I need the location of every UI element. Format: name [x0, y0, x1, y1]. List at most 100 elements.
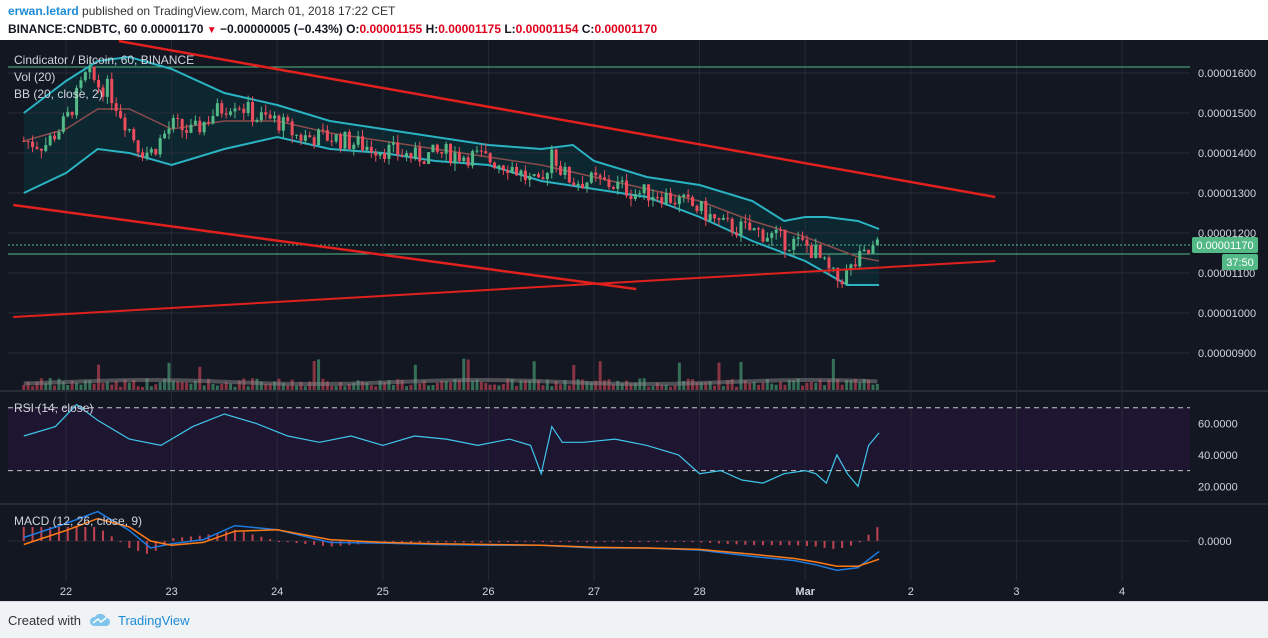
candle-body	[97, 79, 101, 88]
candle-body	[361, 136, 365, 151]
volume-bar	[761, 382, 765, 390]
macd-hist-bar	[506, 541, 509, 542]
candle-body	[673, 202, 677, 205]
volume-bar	[581, 379, 585, 390]
candle-body	[61, 116, 65, 132]
macd-hist-bar	[656, 541, 659, 542]
candle-body	[537, 174, 541, 178]
volume-bar	[572, 364, 576, 390]
candle-body	[523, 170, 527, 180]
volume-bar	[198, 366, 202, 390]
main-pane: Cindicator / Bitcoin, 60, BINANCE Vol (2…	[8, 40, 1258, 390]
macd-hist-bar	[726, 541, 729, 544]
low-value: 0.00001154	[515, 22, 579, 36]
volume-bar	[176, 381, 180, 390]
volume-bar	[189, 383, 193, 390]
candle-body	[774, 229, 778, 233]
macd-hist-bar	[550, 541, 553, 542]
candle-body	[779, 229, 783, 231]
volume-bar	[655, 382, 659, 390]
volume-bar	[383, 382, 387, 390]
candle-body	[189, 124, 193, 133]
candle-body	[638, 193, 642, 195]
candle-body	[862, 249, 866, 251]
candle-body	[607, 179, 611, 187]
volume-bar	[545, 379, 549, 390]
volume-bar	[286, 384, 290, 390]
rsi-tick-label: 60.0000	[1198, 418, 1238, 430]
macd-hist-bar	[154, 541, 157, 551]
candle-body	[541, 177, 545, 180]
macd-hist-bar	[304, 541, 307, 544]
footer: Created with TradingView	[0, 601, 1268, 638]
candle-body	[752, 228, 756, 231]
volume-bar	[845, 380, 849, 390]
macd-hist-bar	[489, 541, 492, 543]
candle-body	[110, 78, 114, 104]
candle-body	[400, 155, 404, 157]
candle-body	[721, 217, 725, 220]
volume-bar	[44, 383, 48, 390]
macd-hist-bar	[181, 537, 184, 541]
candle-body	[664, 192, 668, 204]
trendline-a[interactable]	[118, 40, 996, 199]
candle-body	[651, 197, 655, 201]
chart-header: erwan.letard published on TradingView.co…	[0, 0, 1268, 40]
author-link[interactable]: erwan.letard	[8, 4, 79, 18]
candle-body	[757, 228, 761, 230]
volume-bar	[145, 378, 149, 390]
candle-body	[176, 117, 180, 120]
chart-area[interactable]: Cindicator / Bitcoin, 60, BINANCE Vol (2…	[0, 40, 1268, 601]
candle-body	[633, 194, 637, 200]
trendline-b[interactable]	[13, 203, 637, 291]
candle-body	[387, 144, 391, 159]
macd-hist-bar	[480, 541, 483, 543]
volume-bar	[171, 380, 175, 390]
macd-tick-label: 0.0000	[1198, 536, 1232, 548]
volume-bar	[273, 381, 277, 390]
candle-body	[787, 249, 791, 251]
volume-bar	[862, 378, 866, 390]
candle-body	[312, 137, 316, 146]
rsi-tick-label: 20.0000	[1198, 481, 1238, 493]
volume-bar	[387, 380, 391, 390]
volume-bar	[400, 379, 404, 390]
candle-body	[303, 135, 307, 141]
bb-upper-band	[23, 55, 880, 230]
macd-hist-bar	[515, 541, 518, 542]
macd-hist-bar	[225, 531, 228, 541]
tradingview-link[interactable]: TradingView	[118, 613, 190, 628]
volume-bar	[532, 361, 536, 390]
trendline-c[interactable]	[13, 260, 996, 318]
volume-bar	[647, 386, 651, 390]
macd-hist-bar	[577, 541, 580, 542]
candle-body	[466, 157, 470, 166]
bb-basis	[23, 108, 880, 262]
macd-hist-bar	[867, 534, 870, 541]
candle-body	[831, 267, 835, 269]
candle-body	[801, 237, 805, 240]
candle-body	[75, 87, 79, 116]
volume-bar	[537, 379, 541, 390]
volume-bar	[440, 380, 444, 390]
macd-hist-bar	[541, 541, 544, 542]
candle-body	[114, 103, 118, 111]
volume-bar	[83, 380, 87, 390]
candle-body	[581, 183, 585, 189]
candle-body	[528, 175, 532, 180]
volume-bar	[453, 378, 457, 390]
candle-body	[352, 144, 356, 149]
volume-bar	[589, 382, 593, 390]
volume-bar	[70, 380, 74, 390]
candle-body	[167, 128, 171, 134]
main-grid	[8, 40, 1190, 390]
volume-bar	[726, 379, 730, 390]
macd-hist-bar	[93, 527, 96, 541]
low-label: L:	[504, 22, 516, 36]
macd-hist-bar	[251, 534, 254, 541]
volume-bar	[405, 386, 409, 390]
candle-body	[765, 237, 769, 242]
volume-bar	[506, 378, 510, 390]
candle-body	[875, 239, 879, 246]
macd-hist-bar	[233, 529, 236, 541]
